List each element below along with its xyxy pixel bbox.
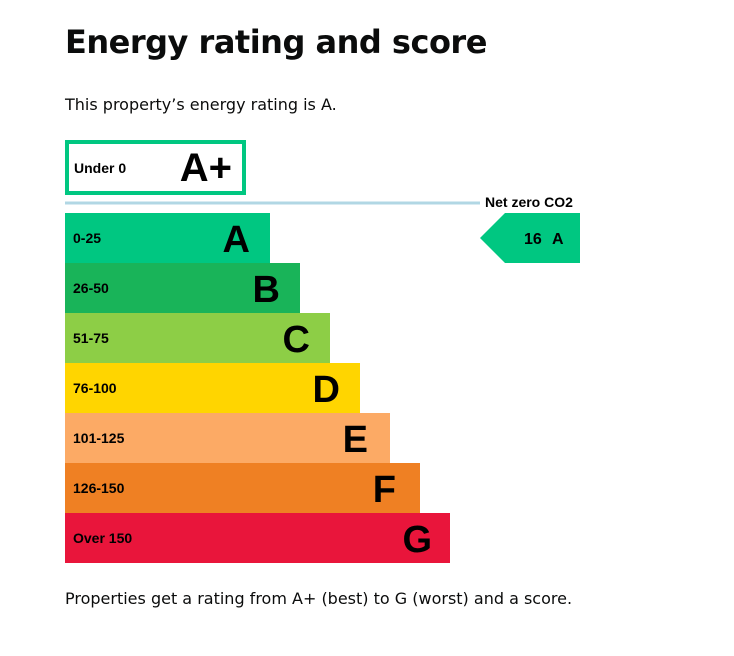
band-e-letter: E [343,419,368,461]
band-d-letter: D [313,369,340,411]
band-c-range: 51-75 [73,330,109,346]
band-f-letter: F [373,469,396,511]
current-rating-arrow [480,213,580,263]
band-c-bar [65,313,330,363]
band-b-letter: B [253,269,280,311]
band-a: 0-25 A [65,213,270,263]
band-e-bar [65,413,390,463]
page-title: Energy rating and score [65,23,487,61]
current-score: 16 [524,231,542,248]
band-a-plus-letter: A+ [180,146,232,190]
band-g-letter: G [402,519,432,561]
band-b-bar [65,263,300,313]
band-b-range: 26-50 [73,280,109,296]
band-f-range: 126-150 [73,480,125,496]
rating-explanation: Properties get a rating from A+ (best) t… [65,589,573,608]
band-a-plus: Under 0 A+ [65,140,246,195]
rating-summary: This property’s energy rating is A. [65,95,337,114]
band-d: 76-100 D [65,363,360,413]
net-zero-label: Net zero CO2 [485,194,573,210]
band-c-letter: C [283,319,310,361]
band-a-letter: A [223,219,250,261]
band-f: 126-150 F [65,463,420,513]
current-letter: A [552,231,564,248]
band-a-plus-range: Under 0 [74,160,126,176]
band-g-range: Over 150 [73,530,132,546]
band-e-range: 101-125 [73,430,125,446]
band-d-range: 76-100 [73,380,117,396]
band-d-bar [65,363,360,413]
band-a-bar [65,213,270,263]
band-f-bar [65,463,420,513]
band-e: 101-125 E [65,413,390,463]
current-rating-indicator: 16 A [480,213,580,263]
band-g: Over 150 G [65,513,450,563]
band-b: 26-50 B [65,263,300,313]
band-c: 51-75 C [65,313,330,363]
band-g-bar [65,513,450,563]
band-a-range: 0-25 [73,230,101,246]
band-a-plus-box [65,140,246,195]
